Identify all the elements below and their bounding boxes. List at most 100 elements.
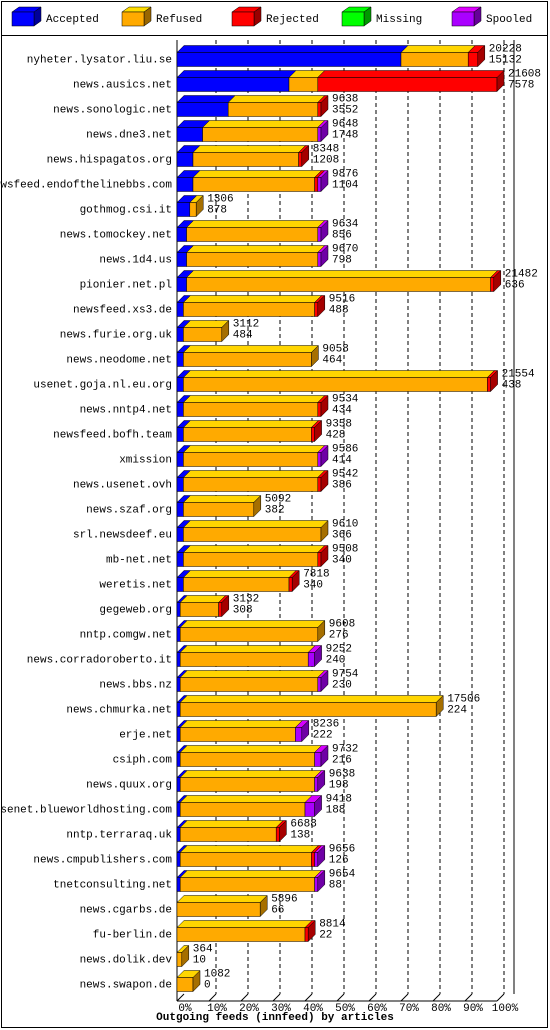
bar: [176, 777, 181, 792]
bar: [176, 152, 194, 167]
bar: [176, 102, 229, 117]
legend-label: Refused: [156, 14, 202, 26]
value-label-accepted: 484: [233, 329, 253, 341]
bar: [176, 752, 181, 767]
bar: [298, 152, 303, 167]
y-tick-label: nntp.terraraq.uk: [66, 829, 172, 841]
bar: [176, 177, 194, 192]
value-label-accepted: 198: [329, 779, 349, 791]
bar: [183, 577, 290, 592]
bar: [176, 327, 184, 342]
y-tick-label: news.cgarbs.de: [80, 904, 172, 916]
value-label-accepted: 216: [332, 754, 352, 766]
bar-top: [185, 270, 499, 278]
bar-side: [320, 219, 329, 243]
value-label-offered: 6688: [290, 818, 316, 830]
bar: [179, 627, 319, 642]
bar: [202, 127, 319, 142]
y-tick-label: news.hispagatos.org: [47, 154, 172, 166]
bar: [311, 427, 315, 442]
value-label-offered: 9058: [322, 343, 348, 355]
legend-label: Rejected: [266, 14, 319, 26]
bar: [179, 602, 219, 617]
tick-mark: [464, 993, 473, 1002]
chart-title: Outgoing feeds (innfeed) by articles: [156, 1012, 394, 1024]
bar: [179, 852, 312, 867]
bar: [275, 827, 280, 842]
bar: [314, 752, 322, 767]
bar-top: [179, 870, 323, 878]
bar: [189, 202, 197, 217]
bar: [176, 352, 184, 367]
bar: [314, 877, 319, 892]
bar: [176, 302, 184, 317]
value-label-accepted: 0: [204, 979, 211, 991]
bar: [317, 127, 322, 142]
bar: [183, 402, 319, 417]
bar: [176, 252, 187, 267]
bar: [490, 277, 495, 292]
value-label-offered: 9534: [332, 393, 359, 405]
bar: [183, 502, 255, 517]
bar: [304, 802, 315, 817]
bar-top: [182, 470, 326, 478]
value-label-accepted: 428: [326, 429, 346, 441]
bar: [183, 327, 223, 342]
bar: [176, 277, 187, 292]
bar-side: [490, 369, 498, 393]
bar: [317, 452, 322, 467]
x-tick-label: 30%: [271, 1003, 291, 1015]
bar-top: [176, 70, 297, 78]
bar: [176, 977, 194, 992]
value-label-offered: 9670: [332, 243, 358, 255]
y-tick-label: news.tomockey.net: [60, 229, 172, 241]
bar: [176, 377, 184, 392]
bar: [179, 752, 315, 767]
x-tick-label: 10%: [207, 1003, 227, 1015]
bar-side: [291, 569, 300, 593]
bar: [186, 277, 491, 292]
bar: [307, 652, 315, 667]
bar: [176, 727, 181, 742]
y-tick-label: pionier.net.pl: [80, 279, 172, 291]
bar-side: [320, 744, 329, 768]
bar: [179, 702, 437, 717]
bar-side: [320, 94, 329, 118]
value-label-offered: 3112: [233, 318, 259, 330]
bar-top: [176, 45, 409, 53]
value-label-offered: 3132: [233, 593, 259, 605]
value-label-offered: 9358: [326, 418, 352, 430]
bar: [176, 852, 181, 867]
tick-mark: [400, 993, 409, 1002]
bar: [317, 177, 322, 192]
bar: [183, 302, 315, 317]
value-label-accepted: 464: [322, 354, 342, 366]
tick-mark: [368, 993, 377, 1002]
value-label-accepted: 438: [502, 379, 522, 391]
bar: [317, 102, 322, 117]
bar: [176, 827, 181, 842]
value-label-accepted: 1104: [332, 179, 359, 191]
value-label-accepted: 240: [326, 654, 346, 666]
bar-top: [182, 320, 230, 328]
tick-mark: [336, 993, 345, 1002]
bar: [176, 477, 184, 492]
value-label-accepted: 386: [332, 479, 352, 491]
bar-top: [182, 545, 326, 553]
bar: [314, 777, 319, 792]
value-label-offered: 9732: [332, 743, 358, 755]
value-label-accepted: 222: [313, 729, 333, 741]
value-label-offered: 21482: [505, 268, 538, 280]
bar-side: [317, 619, 326, 643]
bar-side: [317, 294, 326, 318]
y-tick-label: news.szaf.org: [86, 504, 172, 516]
tick-mark: [496, 993, 505, 1002]
bar-top: [201, 120, 326, 128]
bar-top: [179, 670, 326, 678]
y-tick-label: news.dolik.dev: [80, 954, 173, 966]
bar: [176, 702, 181, 717]
bar: [317, 552, 322, 567]
y-tick-label: srl.newsdeef.eu: [73, 529, 172, 541]
value-label-offered: 9656: [329, 843, 355, 855]
bar-side: [320, 394, 329, 418]
